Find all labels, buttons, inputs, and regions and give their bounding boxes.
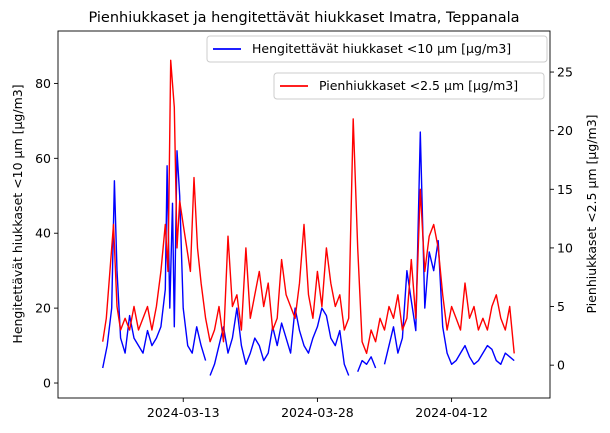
x-tick-label-0: 2024-03-13 — [147, 405, 220, 420]
left-axis-ticks: 0 20 40 60 80 — [35, 76, 58, 391]
series-line-pm25 — [102, 59, 515, 355]
left-tick-label-3: 60 — [35, 151, 51, 166]
right-tick-label-1: 5 — [557, 299, 565, 314]
left-tick-label-1: 20 — [35, 301, 51, 316]
legend-pm25: Pienhiukkaset <2.5 µm [µg/m3] — [273, 72, 545, 100]
chart-title: Pienhiukkaset ja hengitettävät hiukkaset… — [88, 10, 519, 26]
x-tick-label-2: 2024-04-12 — [415, 405, 488, 420]
x-tick-label-1: 2024-03-28 — [281, 405, 354, 420]
left-tick-label-0: 0 — [43, 376, 51, 391]
x-axis-ticks: 2024-03-13 2024-03-28 2024-04-12 — [147, 398, 488, 420]
series-line-pm10 — [102, 131, 515, 376]
right-axis-ticks: 0 5 10 15 20 25 — [550, 65, 573, 373]
legend-pm10-label: Hengitettävät hiukkaset <10 µm [µg/m3] — [252, 41, 511, 56]
plot-frame — [57, 30, 551, 399]
left-tick-label-2: 40 — [35, 226, 51, 241]
legend-pm25-box — [273, 72, 545, 100]
right-tick-label-2: 10 — [557, 240, 573, 255]
legend-pm10: Hengitettävät hiukkaset <10 µm [µg/m3] — [206, 35, 548, 63]
right-axis-label: Pienhiukkaset <2.5 µm [µg/m3] — [584, 114, 599, 313]
left-axis-label: Hengitettävät hiukkaset <10 µm [µg/m3] — [10, 84, 25, 343]
right-tick-label-3: 15 — [557, 182, 573, 197]
right-tick-label-0: 0 — [557, 358, 565, 373]
legend-pm10-box — [206, 35, 548, 63]
legend-pm25-label: Pienhiukkaset <2.5 µm [µg/m3] — [319, 78, 518, 93]
left-tick-label-4: 80 — [35, 76, 51, 91]
right-tick-label-4: 20 — [557, 123, 573, 138]
right-tick-label-5: 25 — [557, 65, 573, 80]
